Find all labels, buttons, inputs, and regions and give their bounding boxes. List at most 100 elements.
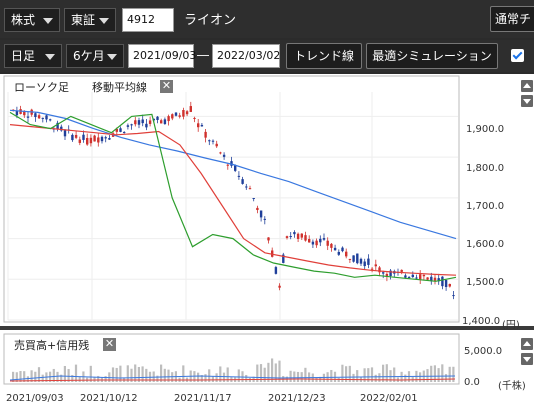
margin-buy-line <box>9 375 456 381</box>
candle-body <box>330 243 333 248</box>
candle-body <box>171 114 174 119</box>
volume-bar <box>52 368 55 382</box>
volume-bar <box>41 374 44 382</box>
checkbox[interactable] <box>511 49 524 62</box>
simulation-button[interactable]: 最適シミュレーション <box>366 43 498 69</box>
candle-body <box>452 295 455 297</box>
candle-body <box>267 237 270 241</box>
range-select[interactable]: 6ケ月 <box>66 44 124 68</box>
y-unit: (円) <box>502 320 520 331</box>
candle-body <box>248 188 252 190</box>
exchange-value: 東証 <box>71 13 96 27</box>
volume-bar <box>226 367 229 382</box>
vol-tick-0: 0.0 <box>464 377 480 388</box>
volume-bar <box>204 374 207 382</box>
close-icon[interactable]: ✕ <box>103 337 116 351</box>
candle-body <box>189 106 192 112</box>
candle-body <box>174 112 178 116</box>
candle-body <box>237 175 241 177</box>
volume-bar <box>15 372 18 382</box>
candle-body <box>385 273 389 278</box>
volume-bar <box>197 372 200 382</box>
trendline-button[interactable]: トレンド線 <box>286 43 362 69</box>
close-icon[interactable]: ✕ <box>160 79 173 93</box>
exchange-select[interactable]: 東証 <box>64 8 116 32</box>
candle-body <box>437 278 440 282</box>
candle-body <box>370 268 374 270</box>
candle-body <box>119 128 122 132</box>
candle-body <box>300 233 303 238</box>
candle-body <box>326 240 329 246</box>
volume-bar <box>160 364 163 382</box>
volume-bar <box>211 376 214 382</box>
candle-body <box>356 253 359 264</box>
chevron-down-icon <box>107 54 117 60</box>
volume-bar <box>278 360 281 382</box>
sub-scroll-up-button[interactable] <box>521 338 533 350</box>
end-date-input[interactable]: 2022/03/02 <box>212 44 280 68</box>
volume-bar <box>296 371 300 382</box>
market-type-select[interactable]: 株式 <box>4 8 60 32</box>
volume-bar <box>134 364 137 382</box>
volume-bar <box>245 374 248 382</box>
candle-body <box>156 116 159 120</box>
legend-moving-average: 移動平均線 <box>92 81 147 94</box>
margin-sell-line <box>9 378 456 382</box>
ma-short-line <box>9 111 457 282</box>
scroll-down-button[interactable] <box>521 95 533 107</box>
volume-bar <box>304 367 307 382</box>
candle-body <box>97 137 100 143</box>
candle-body <box>363 261 366 267</box>
candle-body <box>367 258 370 265</box>
vol-tick-5000: 5,000.0 <box>464 346 503 357</box>
start-date-input[interactable]: 2021/09/03 <box>128 44 196 68</box>
candle-body <box>374 264 377 267</box>
candle-body <box>448 284 451 287</box>
candle-body <box>130 124 133 126</box>
candle-body <box>78 139 81 143</box>
candle-body <box>289 236 292 238</box>
x-tick: 2021/11/17 <box>174 393 232 404</box>
scroll-up-button[interactable] <box>521 80 533 92</box>
candle-body <box>422 274 426 277</box>
sub-scroll-down-button[interactable] <box>521 353 533 365</box>
normal-chart-button[interactable]: 通常チ <box>490 6 534 32</box>
volume-bar <box>256 364 259 382</box>
candle-body <box>430 276 433 282</box>
candle-body <box>263 218 266 220</box>
candle-body <box>308 239 311 243</box>
candle-body <box>304 235 307 241</box>
volume-bar <box>289 370 292 382</box>
candle-body <box>204 131 207 138</box>
volume-bar <box>111 367 115 382</box>
candle-body <box>278 285 281 288</box>
volume-bar <box>126 365 129 382</box>
volume-bar <box>448 366 451 382</box>
candle-body <box>63 130 67 137</box>
volume-bar <box>156 375 159 382</box>
volume-bar <box>222 372 226 382</box>
candle-body <box>311 241 315 245</box>
volume-bar <box>215 373 218 382</box>
volume-bar <box>370 367 374 382</box>
volume-bar <box>115 367 118 382</box>
candle-body <box>419 274 422 280</box>
stock-code-input[interactable]: 4912 <box>122 8 174 32</box>
volume-bar <box>271 358 274 382</box>
candle-body <box>245 186 248 188</box>
volume-bar <box>119 365 122 382</box>
candle-body <box>322 238 326 240</box>
interval-select[interactable]: 日足 <box>4 44 62 68</box>
volume-bar <box>30 370 33 382</box>
candle-body <box>71 134 74 141</box>
volume-bar <box>263 367 266 382</box>
date-separator: ― <box>197 48 209 62</box>
volume-bar <box>385 364 388 382</box>
volume-bar <box>382 364 385 382</box>
candle-body <box>219 152 222 154</box>
candle-body <box>15 111 19 116</box>
volume-bar <box>452 366 455 382</box>
volume-bar <box>60 374 63 382</box>
candle-body <box>49 119 52 121</box>
